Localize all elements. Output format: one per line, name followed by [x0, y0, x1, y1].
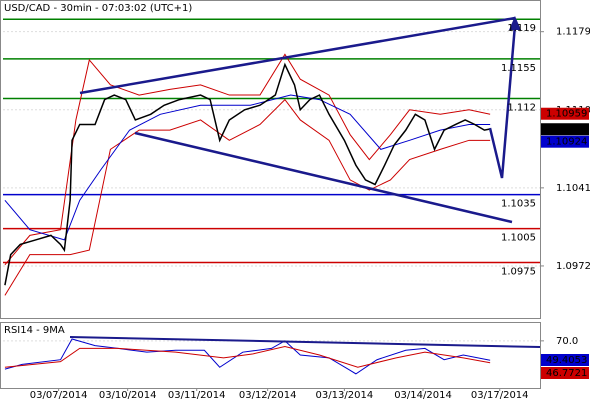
rsi-title-bg	[1, 323, 71, 336]
trend-line	[79, 16, 516, 95]
x-tick-label: 03/11/2014	[168, 390, 226, 400]
x-tick-label: 03/10/2014	[99, 390, 157, 400]
x-tick-label: 03/14/2014	[394, 390, 452, 400]
x-tick-label: 03/07/2014	[30, 390, 88, 400]
title-bg	[1, 1, 201, 15]
price-tag-label: 1.10959	[546, 109, 587, 120]
level-label: 1.119	[507, 23, 536, 34]
arrow-head	[509, 16, 521, 30]
level-label: 1.1005	[501, 233, 536, 244]
price-tag	[541, 107, 589, 120]
y-tick-label: 1.1179	[556, 27, 590, 38]
price-tag	[541, 135, 589, 148]
value-tag-label: 49.4053	[546, 355, 587, 366]
y-tick-label: 70.0	[556, 336, 578, 347]
level-label: 1.112	[507, 102, 536, 113]
value-tag	[541, 367, 589, 379]
series-line	[4, 62, 491, 286]
series-line	[4, 98, 491, 296]
price-tag	[541, 123, 589, 136]
series-line	[4, 53, 491, 266]
series-line	[4, 338, 491, 375]
x-tick-label: 03/13/2014	[316, 390, 374, 400]
projection	[488, 24, 517, 179]
level-label: 1.1035	[501, 199, 536, 210]
main-panel	[0, 0, 541, 319]
rsi-title: RSI14 - 9MA	[4, 325, 65, 336]
chart-title: USD/CAD - 30min - 07:03:02 (UTC+1)	[4, 3, 192, 14]
x-tick-label: 03/17/2014	[471, 390, 529, 400]
x-tick-label: 03/12/2014	[239, 390, 297, 400]
price-tag-label: 1.10924	[546, 137, 587, 148]
y-tick-label: 1.0972	[556, 261, 590, 272]
series-line	[4, 346, 491, 368]
level-label: 1.1155	[501, 63, 536, 74]
trend-line	[134, 131, 513, 224]
price-tag-label: 1.10928	[546, 124, 587, 135]
level-label: 1.0975	[501, 267, 536, 278]
y-tick-label: 1.1041	[556, 183, 590, 194]
rsi-trend-line	[69, 336, 541, 348]
value-tag	[541, 354, 589, 366]
series-line	[4, 94, 491, 241]
value-tag-label: 46.7721	[546, 368, 587, 379]
